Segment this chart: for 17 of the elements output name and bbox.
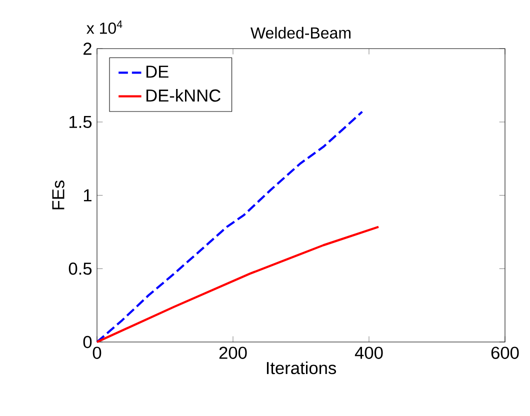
x-tick-label: 200: [219, 346, 247, 359]
x-tick-label: 400: [354, 346, 383, 359]
legend-label: DE: [146, 66, 168, 78]
y-tick-label: 1.5: [70, 116, 92, 128]
y-tick-label: 2: [84, 42, 92, 55]
y-tick-label: 1: [84, 189, 92, 202]
line-series: [96, 226, 380, 344]
y-tick-label: 0.5: [68, 262, 92, 275]
y-tick-label: 0: [83, 336, 92, 348]
x-tick-label: 600: [491, 346, 519, 359]
text: x 10$^{4}$: [86, 20, 122, 34]
x-axis-title: Iterations: [266, 361, 336, 374]
chart-title: Welded-Beam: [250, 26, 350, 39]
x-tick-label: 0: [92, 346, 102, 359]
legend-label: DE-kNNC: [146, 88, 220, 102]
y-axis-title: FEs: [52, 180, 64, 210]
line-series: [96, 110, 364, 344]
